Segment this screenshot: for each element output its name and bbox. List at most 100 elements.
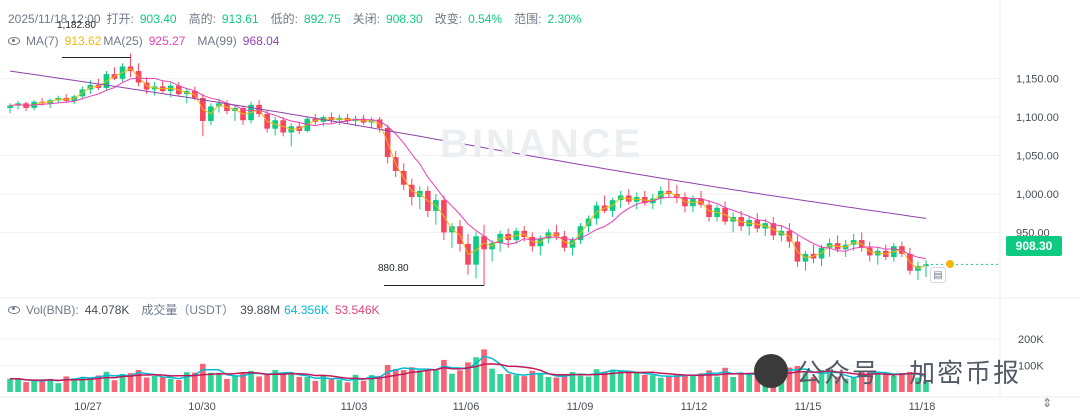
binance-watermark: BINANCE — [440, 122, 644, 166]
volume-bar — [497, 374, 503, 392]
volume-bar — [593, 369, 600, 392]
volume-bar — [706, 370, 712, 392]
volume-bar — [200, 363, 206, 392]
ma99-label: MA(99) — [197, 34, 237, 48]
wechat-watermark: 公众号 · 加密币报 — [754, 351, 1042, 391]
max-price-label: 1,182.80 — [57, 20, 96, 31]
volume-bar — [31, 380, 37, 392]
volume-bar — [400, 370, 407, 392]
volume-bar — [698, 373, 704, 392]
volume-bar — [79, 377, 86, 392]
volume-bar — [441, 359, 447, 392]
volume-bar — [280, 373, 287, 392]
wechat-watermark-text: 公众号 · 加密币报 — [796, 357, 1022, 388]
vol-ma1-value: 64.356K — [284, 302, 329, 317]
ma99-line — [9, 70, 927, 219]
volume-bars — [7, 349, 929, 392]
candles — [7, 53, 929, 286]
settings-icon[interactable]: ⇕ — [1041, 396, 1053, 410]
volume-bar — [633, 372, 640, 392]
volume-bar — [208, 372, 214, 392]
volume-bar — [658, 377, 664, 392]
volume-bar — [183, 372, 190, 392]
volume-bar — [577, 375, 584, 392]
ma25-value: 925.27 — [148, 34, 186, 48]
volume-bar — [537, 373, 544, 392]
eye-icon[interactable] — [8, 305, 20, 314]
volume-bar — [794, 366, 801, 392]
volume-bar — [304, 376, 311, 392]
volume-bar — [682, 375, 688, 392]
candle-body — [7, 105, 13, 108]
volume-bar — [143, 377, 150, 392]
vol-quote-value: 39.88M — [240, 302, 281, 317]
ma7-label: MA(7) — [26, 34, 59, 48]
volume-bar — [95, 375, 102, 392]
vol-value: 44.078K — [84, 302, 130, 317]
volume-tick-label: 200K — [1018, 334, 1044, 346]
volume-bar — [730, 376, 736, 392]
volume-bar — [866, 371, 873, 392]
price-tick-label: 1,100.00 — [1016, 112, 1059, 124]
high-label: 高的: — [188, 12, 216, 26]
time-tick-label: 11/12 — [681, 401, 708, 413]
volume-bar — [457, 370, 463, 392]
ma-row[interactable]: MA(7) 913.62 MA(25) 925.27 MA(99) 968.04 — [8, 34, 291, 48]
volume-bar — [609, 369, 616, 392]
volume-bar — [674, 375, 680, 392]
volume-bar — [899, 372, 905, 392]
volume-bar — [850, 377, 857, 392]
volume-bar — [368, 375, 375, 392]
volume-bar — [529, 370, 536, 392]
time-tick-label: 11/03 — [341, 401, 368, 413]
volume-bar — [408, 367, 415, 392]
ma25-label: MA(25) — [103, 34, 143, 48]
volume-bar — [553, 377, 560, 392]
ma7-value: 913.62 — [64, 34, 102, 48]
volume-bar — [754, 373, 761, 392]
volume-bar — [63, 376, 70, 392]
ohlc-row: 2025/11/18 12:00 打开: 903.40 高的: 913.61 低… — [8, 10, 593, 27]
high-value: 913.61 — [221, 11, 259, 26]
eye-icon[interactable] — [8, 37, 20, 45]
time-tick-label: 11/09 — [567, 401, 594, 413]
avatar — [754, 354, 788, 388]
volume-bar — [425, 370, 431, 392]
price-tick-label: 1,150.00 — [1016, 74, 1059, 86]
volume-bar — [47, 378, 54, 392]
volume-bar — [376, 375, 383, 392]
volume-bar — [874, 373, 881, 392]
volume-bar — [858, 371, 865, 392]
volume-bar — [746, 373, 753, 392]
time-tick-label: 10/27 — [74, 401, 102, 413]
change-label: 改变: — [434, 12, 463, 26]
volume-bar — [818, 369, 825, 392]
volume-bar — [111, 380, 118, 392]
pin-icon[interactable]: ▤ — [930, 267, 946, 283]
volume-bar — [505, 373, 511, 392]
volume-bar — [296, 376, 303, 392]
volume-bar — [481, 349, 487, 392]
close-value: 908.30 — [386, 11, 423, 26]
volume-bar — [167, 378, 174, 392]
volume-bar — [392, 368, 399, 392]
volume-axis: 100K 200K — [0, 334, 1044, 373]
volume-bar — [690, 375, 696, 392]
volume-bar — [738, 374, 744, 392]
volume-bar — [328, 379, 335, 392]
volume-bar — [834, 376, 841, 392]
volume-bar — [23, 382, 29, 392]
volume-tick-label: 100K — [1018, 361, 1044, 373]
volume-bar — [826, 370, 833, 392]
volume-bar — [923, 380, 929, 392]
time-axis: 10/27 10/30 11/03 11/06 11/09 11/12 11/15 11/18 — [74, 401, 935, 413]
volume-bar — [786, 367, 793, 392]
volume-bar — [288, 373, 295, 392]
time-tick-label: 11/18 — [909, 401, 936, 413]
volume-bar — [433, 369, 439, 392]
time-tick-label: 10/30 — [188, 401, 216, 413]
volume-row[interactable]: Vol(BNB): 44.078K 成交量（USDT） 39.88M 64.35… — [8, 301, 392, 318]
volume-bar — [55, 383, 62, 392]
